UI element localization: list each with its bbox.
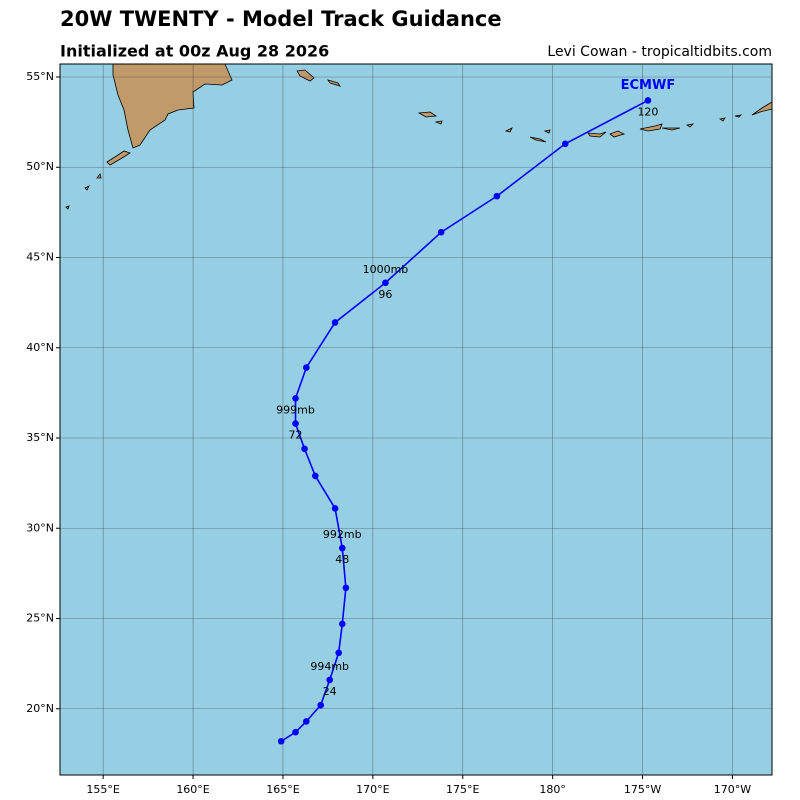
track-point <box>644 97 652 104</box>
track-point <box>342 584 350 592</box>
x-tick-label: 170°W <box>714 783 751 796</box>
track-point <box>382 279 389 287</box>
x-tick-label: 160°E <box>176 783 209 796</box>
title: 20W TWENTY - Model Track Guidance <box>60 7 502 31</box>
x-tick-label: 180° <box>539 783 566 796</box>
ocean <box>60 64 772 775</box>
pressure-label: 992mb <box>323 528 362 541</box>
model-name: ECMWF <box>621 78 676 93</box>
track-point <box>303 718 310 725</box>
track-point <box>338 620 346 628</box>
pressure-label: 994mb <box>310 660 349 673</box>
track-point <box>292 420 299 427</box>
hour-label: 72 <box>289 429 303 442</box>
hour-label: 24 <box>323 685 337 698</box>
y-tick-label: 40°N <box>26 341 54 354</box>
land <box>65 63 773 210</box>
track-point <box>335 649 342 657</box>
x-tick-label: 170°E <box>356 783 389 796</box>
track-point <box>326 676 333 684</box>
x-tick-label: 155°E <box>86 783 119 796</box>
y-tick-label: 45°N <box>26 250 54 263</box>
x-tick-label: 165°E <box>266 783 299 796</box>
y-tick-label: 25°N <box>26 612 54 625</box>
y-tick-label: 50°N <box>26 160 54 173</box>
track-point <box>303 364 310 371</box>
hour-label: 48 <box>335 553 349 566</box>
x-tick-label: 175°W <box>624 783 661 796</box>
track-point <box>301 445 308 453</box>
x-tick-label: 175°E <box>446 783 479 796</box>
track-point <box>317 701 325 709</box>
subtitle: Initialized at 00z Aug 28 2026 <box>60 42 329 61</box>
pressure-label: 999mb <box>276 404 315 417</box>
track-point <box>292 394 299 402</box>
track-point <box>437 228 445 236</box>
track-point <box>277 737 285 745</box>
track-point <box>312 472 319 480</box>
hour-label: 120 <box>637 105 658 118</box>
track-point <box>493 192 501 200</box>
track-point <box>561 140 569 148</box>
map-frame <box>59 63 773 776</box>
y-tick-label: 55°N <box>26 70 54 83</box>
y-tick-label: 30°N <box>26 521 54 534</box>
track-point <box>292 728 299 736</box>
pressure-label: 1000mb <box>363 263 409 276</box>
track-point <box>331 505 339 512</box>
track-point <box>338 544 346 552</box>
y-tick-label: 35°N <box>26 431 54 444</box>
hour-label: 96 <box>378 288 392 301</box>
track-point <box>331 319 339 326</box>
y-tick-label: 20°N <box>26 702 54 715</box>
credit: Levi Cowan - tropicaltidbits.com <box>547 44 772 60</box>
